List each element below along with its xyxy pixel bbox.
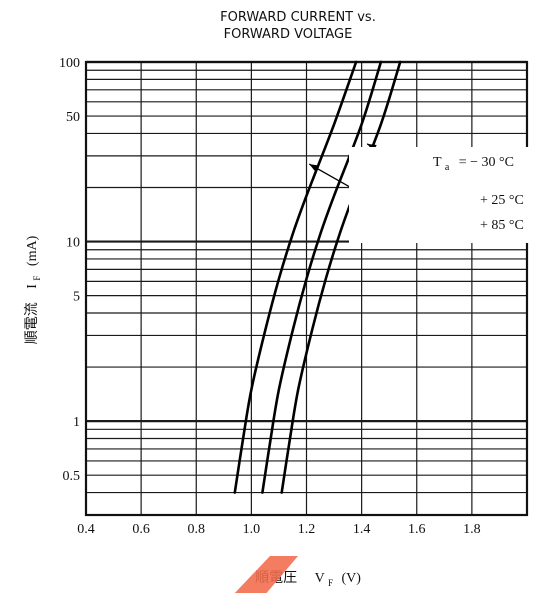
y-axis-label-jp: 順電流 (24, 302, 40, 344)
chart-title-line1: FORWARD CURRENT vs. (220, 10, 376, 25)
chart-title-line2: FORWARD VOLTAGE (224, 27, 353, 42)
x-tick-label: 1.6 (408, 522, 426, 537)
x-tick-label: 1.2 (298, 522, 316, 537)
y-tick-label: 0.5 (63, 469, 81, 484)
x-tick-label: 0.6 (132, 522, 150, 537)
x-tick-label: 0.4 (77, 522, 95, 537)
series-line-plus25 (261, 60, 383, 494)
y-tick-label: 1 (73, 415, 80, 430)
legend-label-plus25: + 25 °C (480, 193, 524, 208)
y-axis-label-sub: F (32, 276, 42, 281)
x-tick-label: 1.8 (463, 522, 481, 537)
legend-label-minus30: T a = − 30 °C (433, 155, 514, 174)
series-line-plus85 (280, 60, 402, 494)
y-axis-label-symbol: I (25, 284, 40, 289)
y-tick-label: 50 (66, 110, 80, 125)
y-axis-label-unit: (mA) (25, 235, 40, 266)
x-axis-label-symbol: V (315, 571, 325, 586)
x-axis-label-sub: F (328, 578, 333, 588)
grid (84, 60, 529, 517)
series-lines (233, 60, 402, 494)
y-tick-label: 5 (73, 290, 80, 305)
x-axis-label-unit: (V) (341, 571, 361, 586)
legend-background (349, 147, 545, 243)
svg-text:順電流 I F (mA): 順電流 I F (mA) (24, 235, 44, 344)
x-tick-label: 1.0 (243, 522, 261, 537)
tick-labels: 0.4 0.6 0.8 1.0 1.2 1.4 1.6 1.8 0.5 1 5 10 50 100 (59, 56, 481, 537)
x-tick-label: 0.8 (188, 522, 206, 537)
legend-label-plus85: + 85 °C (480, 218, 524, 233)
y-tick-label: 100 (59, 56, 80, 71)
annotation-arrowhead (309, 164, 319, 172)
legend-label-minus30-sub: a (445, 162, 450, 173)
x-tick-label: 1.4 (353, 522, 371, 537)
y-tick-label: 10 (66, 236, 80, 251)
plot-frame (84, 60, 529, 517)
series-line-minus30 (233, 60, 358, 494)
y-axis-label: 順電流 I F (mA) (24, 235, 44, 344)
legend-label-minus30-ta: T (433, 155, 442, 170)
watermark-stripe (234, 556, 298, 593)
legend-label-minus30-rest: = − 30 °C (459, 155, 514, 170)
